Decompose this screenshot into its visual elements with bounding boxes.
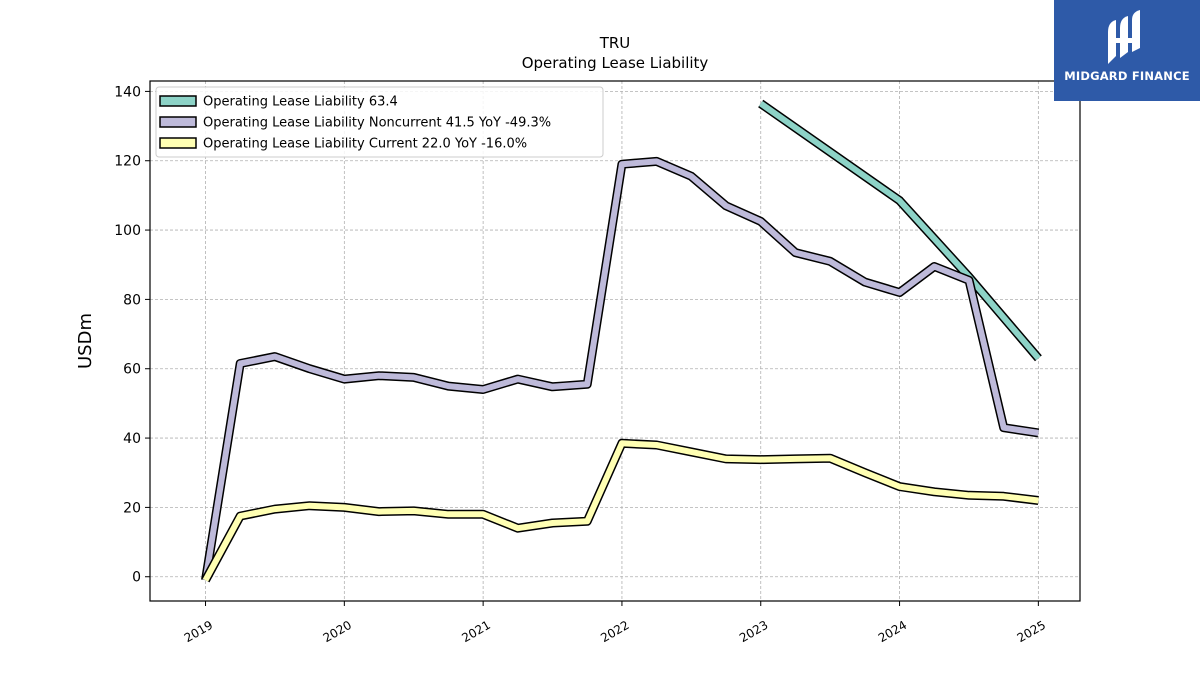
chart-title: TRU [599, 34, 631, 52]
series-3 [201, 438, 1039, 583]
y-tick-label: 140 [114, 84, 141, 100]
y-tick-label: 20 [123, 500, 141, 516]
x-tick-label: 2023 [737, 618, 770, 645]
x-tick-label: 2024 [876, 618, 909, 645]
legend-label: Operating Lease Liability Noncurrent 41.… [203, 116, 551, 131]
series-line [202, 158, 1039, 581]
brand-name: MIDGARD FINANCE [1064, 69, 1190, 83]
legend: Operating Lease Liability 63.4 Operating … [155, 86, 604, 158]
series-layer [201, 99, 1042, 583]
x-tick-label: 2025 [1015, 618, 1048, 645]
brand-logo: MIDGARD FINANCE [1054, 0, 1200, 101]
y-axis-label: USDm [75, 313, 96, 369]
legend-swatch [159, 95, 197, 107]
y-tick-label: 0 [132, 570, 141, 586]
x-tick-label: 2020 [321, 618, 354, 645]
series-line [758, 101, 1041, 361]
y-tick-label: 100 [114, 223, 141, 239]
midgard-logo-icon [1108, 10, 1140, 64]
series-line [202, 440, 1039, 582]
y-tick-label: 120 [114, 154, 141, 170]
y-tick-label: 60 [123, 362, 141, 378]
legend-box [155, 86, 604, 158]
legend-label: Operating Lease Liability Current 22.0 Y… [203, 137, 527, 152]
series-1 [758, 99, 1042, 362]
grid-lines [150, 81, 1080, 601]
y-tick-label: 40 [123, 431, 141, 447]
legend-swatch [159, 137, 197, 149]
legend-swatch [159, 116, 197, 128]
x-tick-label: 2022 [598, 618, 631, 645]
plot-frame [149, 80, 1081, 602]
y-tick-label: 80 [123, 292, 141, 308]
series-2 [201, 156, 1040, 581]
x-tick-label: 2021 [459, 618, 492, 645]
chart-subtitle: Operating Lease Liability [522, 54, 709, 72]
legend-label: Operating Lease Liability 63.4 [203, 95, 398, 110]
x-tick-label: 2019 [182, 618, 215, 645]
